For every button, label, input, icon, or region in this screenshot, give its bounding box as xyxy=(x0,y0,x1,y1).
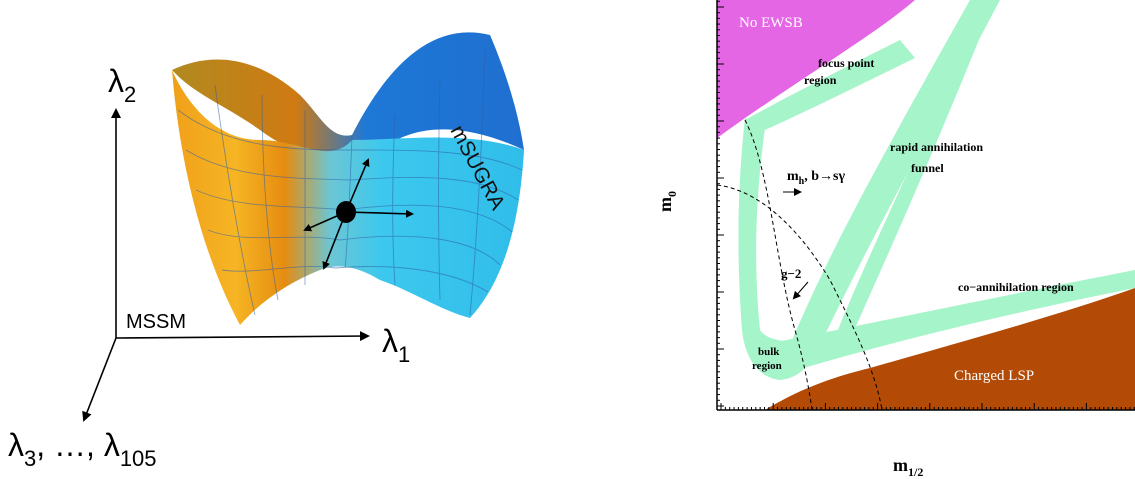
axis-lambda1-line xyxy=(115,331,370,342)
saddle-diagram: mSUGRA λ2 λ1 MSSM λ3, …, λ105 xyxy=(8,32,524,471)
focus-point-label-2: region xyxy=(804,73,837,87)
charged-lsp-region xyxy=(765,288,1135,410)
focus-point-label-1: focus point xyxy=(818,56,874,70)
saddle-surface: mSUGRA xyxy=(172,32,524,325)
axis-lambda3-line xyxy=(82,337,117,422)
rapid-annihilation-label-1: rapid annihilation xyxy=(890,140,983,154)
parameter-axes xyxy=(82,108,370,422)
focus-point-band xyxy=(745,40,915,130)
saddle-back-face xyxy=(172,32,524,159)
bulk-label-2: region xyxy=(752,360,782,372)
bulk-band xyxy=(738,118,820,380)
mh-bsgamma-curve xyxy=(744,119,813,410)
bulk-label-1: bulk xyxy=(758,346,780,358)
plot-frame xyxy=(716,0,1135,411)
no-ewsb-label: No EWSB xyxy=(739,15,803,31)
no-ewsb-region xyxy=(717,0,915,138)
g2-label: g−2 xyxy=(781,266,801,281)
parameter-point xyxy=(336,201,356,223)
axis-lambda2-label: λ2 xyxy=(108,63,136,107)
y-axis-label: m0 xyxy=(655,191,679,212)
funnel-band-inner xyxy=(838,0,995,335)
coannihilation-label: co−annihilation region xyxy=(958,280,1074,294)
saddle-front-face xyxy=(172,70,524,325)
parameter-space-plot: No EWSB focus point region rapid annihil… xyxy=(655,0,1135,479)
mh-bsgamma-label: mh, b→sγ xyxy=(787,169,845,187)
g2-curve xyxy=(717,184,883,410)
g2-arrow xyxy=(792,281,809,300)
allowed-regions xyxy=(738,0,1135,380)
axis-lambda1-label: λ1 xyxy=(382,323,410,367)
axis-lambda3-label: λ3, …, λ105 xyxy=(8,427,157,471)
x-axis-label: m1/2 xyxy=(893,455,923,479)
mssm-label: MSSM xyxy=(126,311,186,333)
rapid-annihilation-label-2: funnel xyxy=(911,161,944,175)
charged-lsp-label: Charged LSP xyxy=(954,368,1034,384)
coannihilation-band xyxy=(760,270,1135,372)
variation-arrows xyxy=(303,158,414,270)
